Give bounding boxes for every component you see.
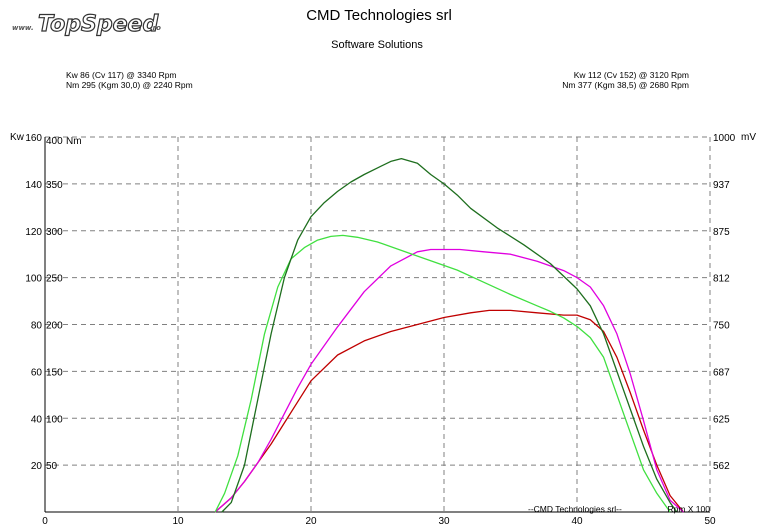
logo-suffix: .ro	[150, 24, 161, 32]
y-left-nm-tick-label: 350	[46, 180, 63, 191]
x-tick-label: 10	[172, 516, 184, 527]
topspeed-logo[interactable]: www. TopSpeed .ro	[12, 11, 161, 37]
y-left-nm-tick-label: 250	[46, 274, 63, 285]
x-tick-label: 20	[305, 516, 317, 527]
logo-name: TopSpeed	[38, 12, 158, 37]
x-tick-label: 30	[438, 516, 450, 527]
y-right-mv-tick-label: 562	[713, 461, 730, 472]
x-axis-unit: Rpm X 100	[667, 504, 710, 514]
y-left-kw-tick-label: 120	[25, 227, 42, 238]
logo-prefix: www.	[12, 24, 34, 32]
grid	[44, 136, 711, 513]
y-left-nm-tick-label: 150	[46, 367, 63, 378]
y-right-mv-tick-label: 875	[713, 227, 730, 238]
y-left-kw-tick-label: 80	[31, 321, 43, 332]
y-left-nm-tick-label: 200	[46, 321, 63, 332]
y-left-kw-unit: Kw	[10, 132, 25, 143]
y-right-mv-tick-label: 937	[713, 180, 730, 191]
stock-power-annotation: Kw 86 (Cv 117) @ 3340 Rpm	[66, 70, 177, 80]
x-tick-label: 40	[571, 516, 583, 527]
y-left-kw-tick-label: 140	[25, 180, 42, 191]
footer-credit: --CMD Technologies srl--	[528, 504, 622, 514]
y-right-mv-tick-label: 625	[713, 414, 730, 425]
x-tick-label: 0	[42, 516, 48, 527]
stock-torque-annotation: Nm 295 (Kgm 30,0) @ 2240 Rpm	[66, 80, 193, 90]
torque-tuned-line	[221, 157, 678, 513]
power-tuned-line	[214, 248, 684, 513]
y-left-kw-tick-label: 100	[25, 274, 42, 285]
chart-subtitle: Software Solutions	[331, 39, 423, 51]
x-tick-label: 50	[704, 516, 716, 527]
axis-ticks: 2040608010012014016050100150200250300350…	[25, 133, 735, 527]
chart-title: CMD Technologies srl	[306, 7, 452, 24]
y-left-kw-tick-label: 40	[31, 414, 43, 425]
power-stock-line	[214, 309, 684, 513]
tuned-torque-annotation: Nm 377 (Kgm 38,5) @ 2680 Rpm	[562, 80, 689, 90]
y-left-nm-tick-label: 50	[46, 461, 58, 472]
y-right-mv-tick-label: 1000	[713, 133, 736, 144]
y-left-nm-tick-label: 300	[46, 227, 63, 238]
torque-stock-line	[214, 234, 671, 513]
y-left-nm-unit: Nm	[66, 136, 82, 147]
y-right-mv-tick-label: 750	[713, 321, 730, 332]
y-right-mv-tick-label: 812	[713, 274, 730, 285]
y-right-mv-unit: mV	[741, 132, 756, 143]
tuned-power-annotation: Kw 112 (Cv 152) @ 3120 Rpm	[574, 70, 689, 80]
y-left-kw-tick-label: 20	[31, 461, 43, 472]
y-left-kw-tick-label: 60	[31, 367, 43, 378]
y-left-nm-tick-label: 400	[46, 136, 63, 147]
y-right-mv-tick-label: 687	[713, 367, 730, 378]
y-left-nm-tick-label: 100	[46, 414, 63, 425]
y-left-kw-tick-label: 160	[25, 133, 42, 144]
series-lines	[214, 157, 684, 513]
